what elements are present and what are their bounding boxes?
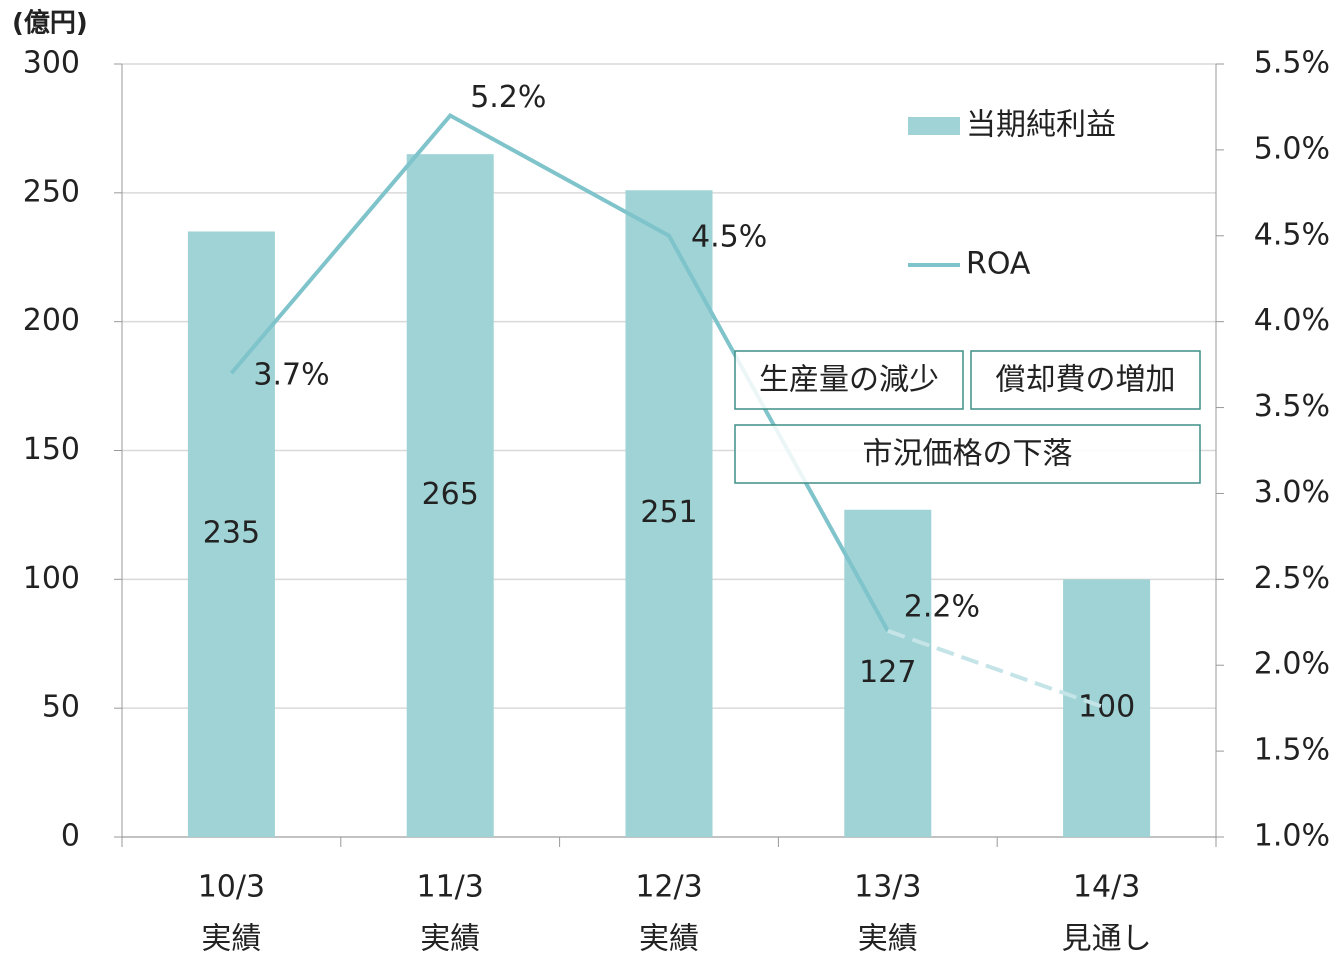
x-tick-sublabel: 見通し	[1062, 922, 1152, 957]
bar	[625, 190, 713, 838]
x-tick-sublabel: 実績	[201, 922, 261, 957]
legend-swatch	[908, 117, 960, 135]
y2-tick-label: 4.0%	[1254, 303, 1330, 338]
bar-value-label: 235	[203, 516, 260, 551]
bar	[844, 509, 932, 837]
annotation-text: 償却費の増加	[996, 363, 1176, 398]
y-tick-label: 100	[23, 561, 80, 596]
x-tick-label: 10/3	[198, 870, 265, 905]
legend-label: ROA	[966, 247, 1031, 282]
y-tick-label: 0	[61, 819, 80, 854]
y2-tick-label: 3.5%	[1254, 389, 1330, 424]
x-tick-sublabel: 実績	[639, 922, 699, 957]
line-value-label: 4.5%	[691, 219, 767, 254]
x-tick-sublabel: 実績	[858, 922, 918, 957]
line-value-label: 5.2%	[470, 80, 546, 115]
legend-label: 当期純利益	[966, 108, 1116, 143]
annotation-text: 市況価格の下落	[863, 437, 1073, 472]
y-tick-label: 300	[23, 46, 80, 81]
line-value-label: 3.7%	[253, 358, 329, 393]
y2-tick-label: 4.5%	[1254, 217, 1330, 252]
bar	[1063, 579, 1151, 837]
annotation-text: 生産量の減少	[759, 363, 939, 398]
y-unit-label: (億円)	[12, 9, 88, 39]
bar-value-label: 100	[1078, 690, 1135, 725]
y2-tick-label: 5.0%	[1254, 131, 1330, 166]
roa-forecast-line	[887, 628, 1108, 711]
x-tick-label: 12/3	[635, 870, 702, 905]
y-tick-label: 50	[42, 690, 80, 725]
bar-value-label: 251	[640, 495, 697, 530]
y2-tick-label: 3.0%	[1254, 475, 1330, 510]
bar-value-label: 127	[859, 655, 916, 690]
y2-tick-label: 2.0%	[1254, 647, 1330, 682]
bar-value-label: 265	[422, 477, 479, 512]
x-tick-label: 14/3	[1073, 870, 1140, 905]
line-value-label: 2.2%	[904, 589, 980, 624]
annotation-box	[734, 424, 1201, 484]
bar	[187, 231, 275, 837]
x-tick-label: 13/3	[854, 870, 921, 905]
y2-tick-label: 1.5%	[1254, 733, 1330, 768]
y-tick-label: 250	[23, 174, 80, 209]
y2-tick-label: 1.0%	[1254, 819, 1330, 854]
y2-tick-label: 2.5%	[1254, 561, 1330, 596]
annotation-box	[970, 350, 1201, 410]
y-tick-label: 200	[23, 303, 80, 338]
x-tick-sublabel: 実績	[420, 922, 480, 957]
x-tick-label: 11/3	[417, 870, 484, 905]
bar	[406, 154, 494, 837]
y2-tick-label: 5.5%	[1254, 46, 1330, 81]
y-tick-label: 150	[23, 432, 80, 467]
annotation-box	[734, 350, 964, 410]
